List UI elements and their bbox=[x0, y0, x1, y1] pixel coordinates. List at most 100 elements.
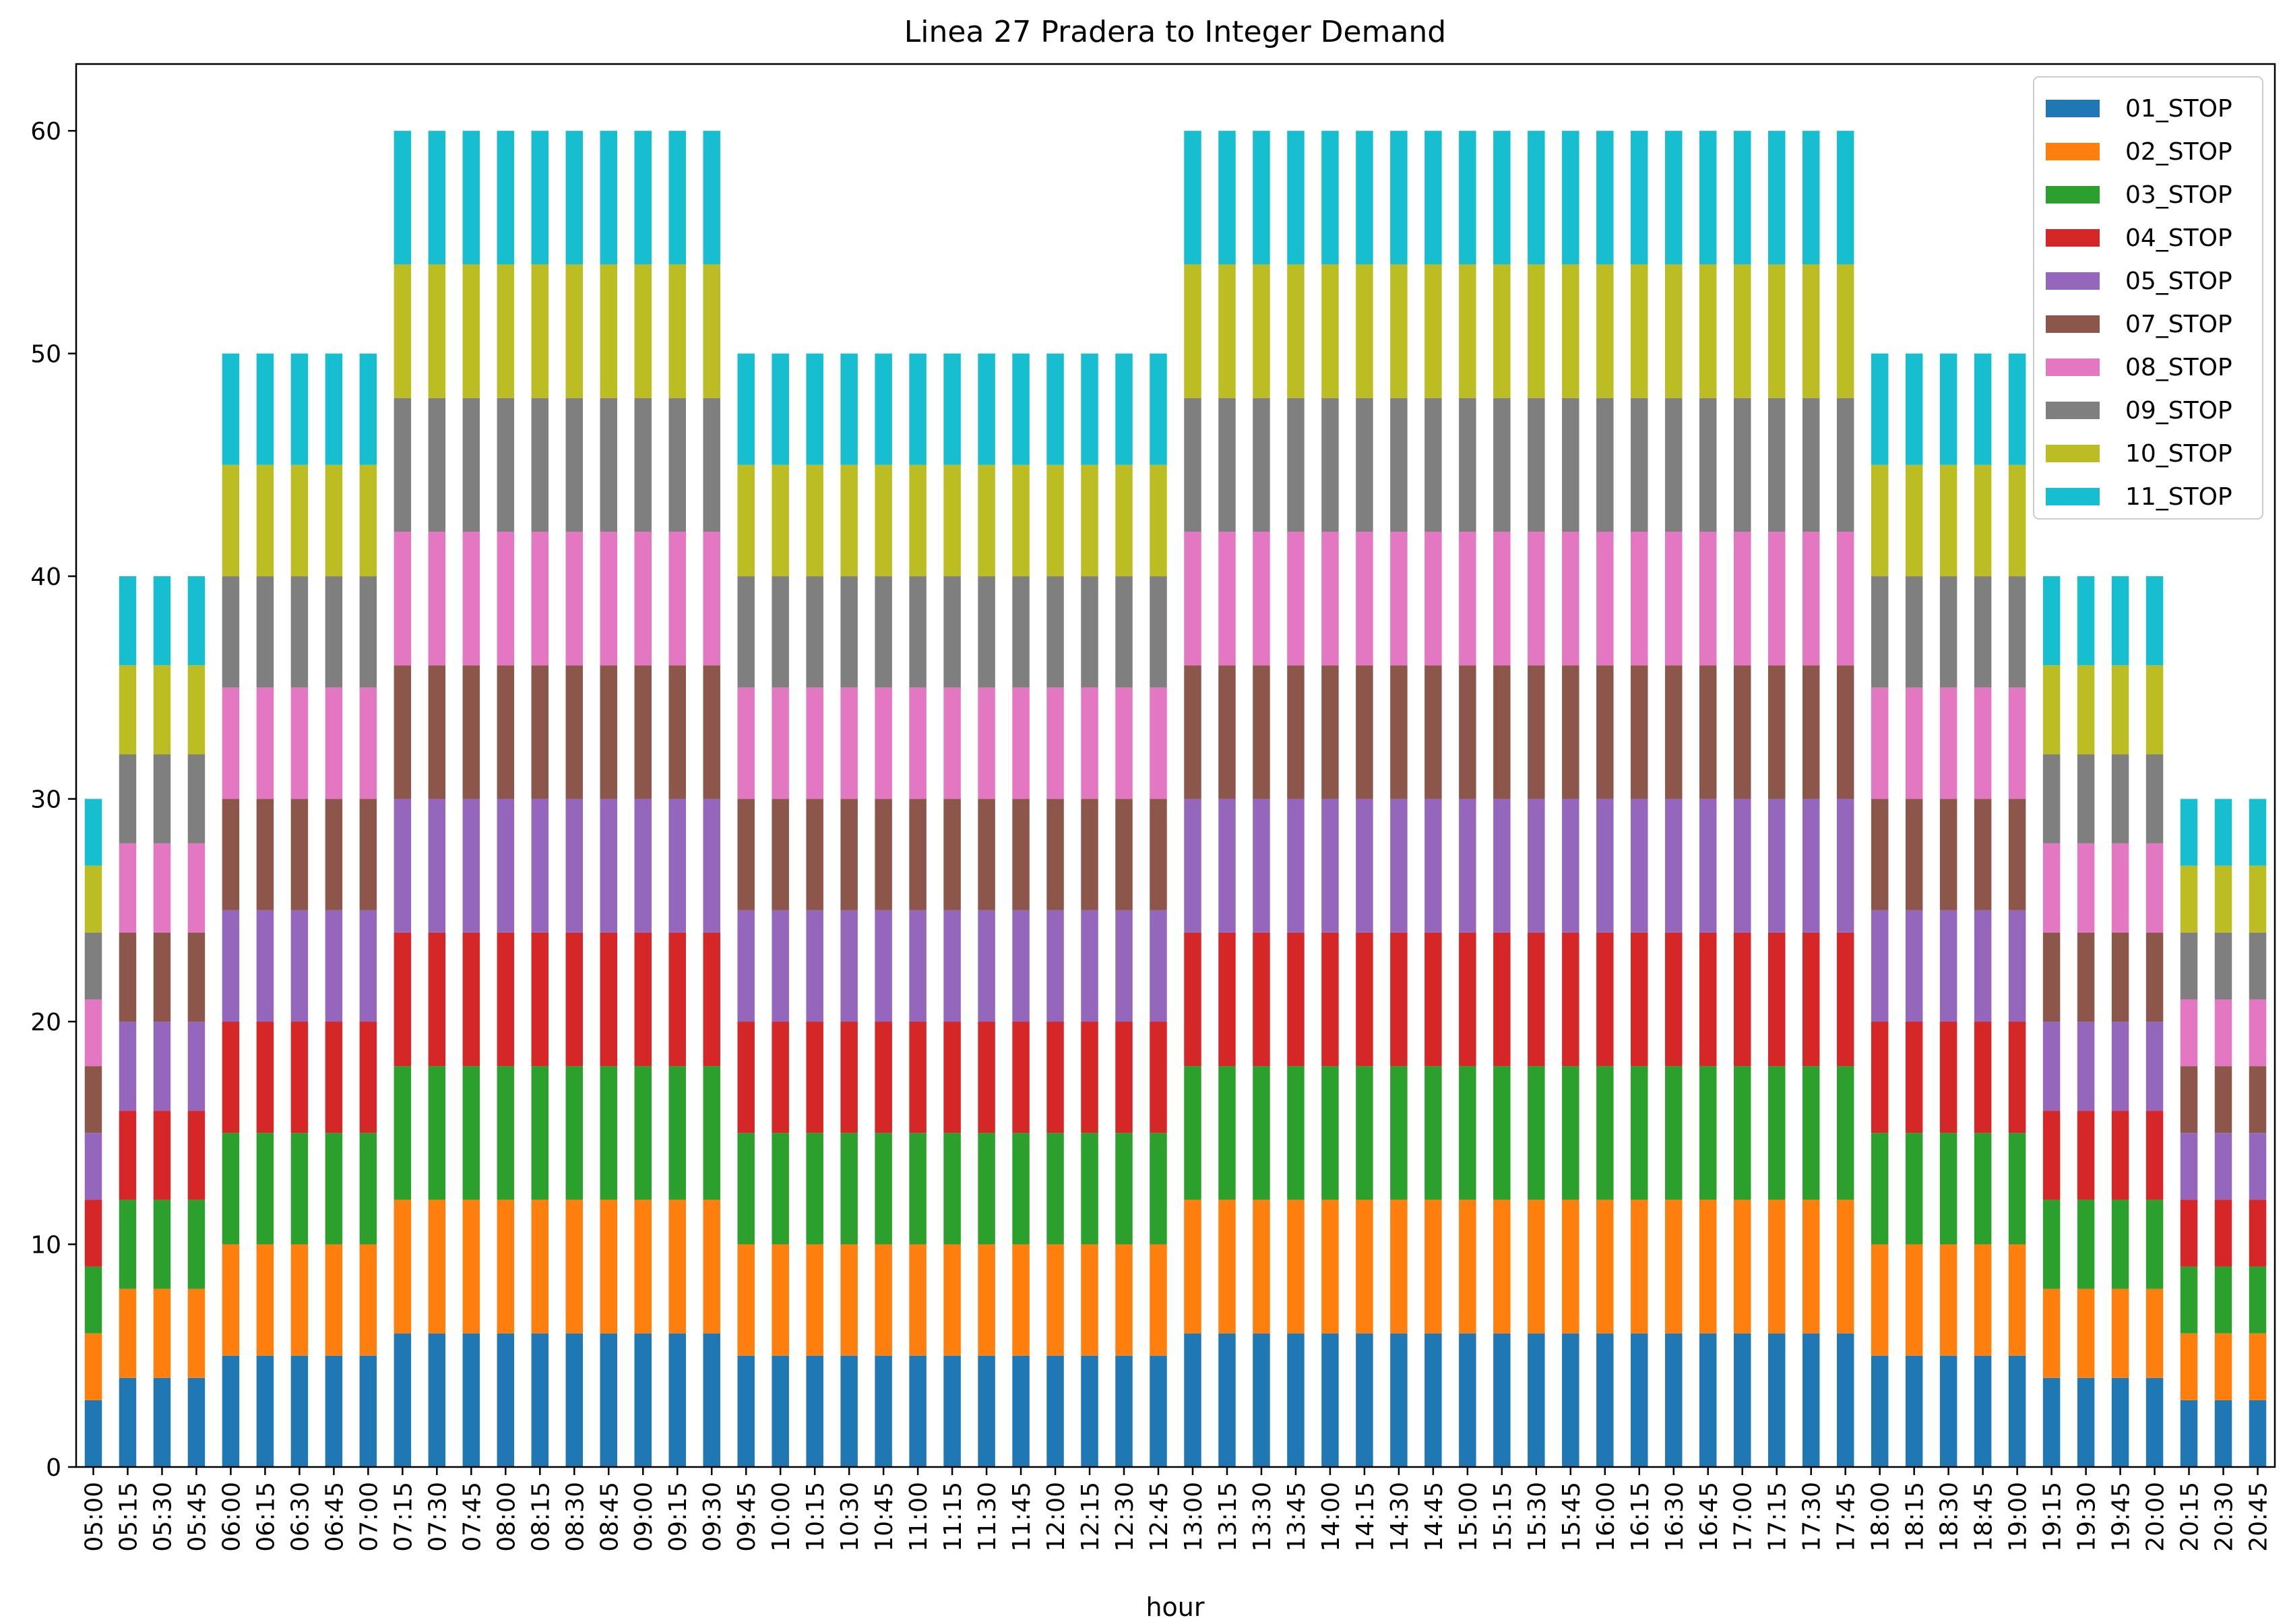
bar-segment-01-stop-0615 bbox=[256, 1355, 274, 1467]
bar-segment-10-stop-0600 bbox=[222, 464, 240, 577]
bar-segment-05-stop-1900 bbox=[2008, 910, 2026, 1022]
bar-segment-03-stop-1030 bbox=[840, 1133, 858, 1245]
x-tick-label: 10:30 bbox=[836, 1482, 864, 1552]
bar-segment-07-stop-1500 bbox=[1459, 665, 1476, 799]
bar-segment-11-stop-2030 bbox=[2214, 799, 2232, 866]
bar-segment-07-stop-2045 bbox=[2249, 1066, 2267, 1133]
bar-segment-04-stop-0515 bbox=[119, 1111, 137, 1200]
bar-segment-07-stop-1530 bbox=[1528, 665, 1545, 799]
bar-segment-03-stop-2000 bbox=[2145, 1199, 2164, 1289]
bar-segment-11-stop-1000 bbox=[772, 353, 789, 465]
bar-segment-02-stop-1215 bbox=[1081, 1244, 1098, 1356]
bar-segment-10-stop-2045 bbox=[2249, 865, 2267, 933]
bar-segment-10-stop-1100 bbox=[909, 464, 927, 577]
bar-segment-05-stop-1145 bbox=[1012, 910, 1030, 1022]
bar-segment-04-stop-1645 bbox=[1699, 932, 1717, 1067]
legend-label: 07_STOP bbox=[2125, 311, 2232, 338]
bar-segment-07-stop-0930 bbox=[703, 665, 720, 799]
bar-segment-05-stop-1315 bbox=[1218, 799, 1236, 933]
bar-segment-02-stop-0515 bbox=[119, 1288, 137, 1378]
bar-segment-08-stop-0945 bbox=[737, 687, 755, 799]
bar-segment-05-stop-2000 bbox=[2145, 1022, 2164, 1111]
bar-segment-08-stop-1415 bbox=[1356, 532, 1373, 666]
bar-segment-01-stop-1100 bbox=[909, 1355, 927, 1467]
bar-segment-04-stop-2000 bbox=[2145, 1111, 2164, 1200]
bar-segment-01-stop-2045 bbox=[2249, 1400, 2267, 1467]
bar-segment-01-stop-1000 bbox=[772, 1355, 789, 1467]
bar-segment-02-stop-1400 bbox=[1321, 1199, 1339, 1334]
x-tick-label: 05:00 bbox=[80, 1482, 108, 1552]
bar-segment-04-stop-1030 bbox=[840, 1022, 858, 1133]
bar-segment-03-stop-0845 bbox=[600, 1066, 617, 1200]
bar-segment-10-stop-1445 bbox=[1424, 264, 1442, 398]
bar-segment-08-stop-1345 bbox=[1287, 532, 1305, 666]
bar-segment-11-stop-1530 bbox=[1528, 131, 1545, 265]
bar-segment-02-stop-0730 bbox=[428, 1199, 446, 1334]
bar-segment-08-stop-1145 bbox=[1012, 687, 1030, 799]
bar-segment-10-stop-1230 bbox=[1115, 464, 1133, 577]
bar-segment-11-stop-0800 bbox=[497, 131, 515, 265]
bar-segment-08-stop-1815 bbox=[1905, 687, 1923, 799]
bar-segment-09-stop-0645 bbox=[325, 576, 343, 688]
bar-segment-05-stop-0530 bbox=[153, 1022, 171, 1111]
bar-segment-05-stop-0515 bbox=[119, 1022, 137, 1111]
bar-segment-03-stop-1945 bbox=[2111, 1199, 2129, 1289]
bar-segment-11-stop-1900 bbox=[2008, 353, 2026, 465]
bar-segment-10-stop-1930 bbox=[2077, 665, 2095, 755]
bar-segment-09-stop-1730 bbox=[1802, 398, 1820, 532]
x-tick-label: 16:30 bbox=[1661, 1482, 1689, 1552]
bar-segment-03-stop-1700 bbox=[1734, 1066, 1751, 1200]
bar-segment-02-stop-0800 bbox=[497, 1199, 515, 1334]
bar-segment-04-stop-0530 bbox=[153, 1111, 171, 1200]
legend-label: 02_STOP bbox=[2125, 138, 2232, 166]
bar-segment-03-stop-1400 bbox=[1321, 1066, 1339, 1200]
bar-segment-09-stop-1630 bbox=[1665, 398, 1683, 532]
bar-segment-09-stop-0630 bbox=[290, 576, 309, 688]
bar-segment-08-stop-0930 bbox=[703, 532, 720, 666]
bar-segment-01-stop-1130 bbox=[978, 1355, 995, 1467]
bar-segment-01-stop-1530 bbox=[1528, 1333, 1545, 1467]
bar-segment-10-stop-0530 bbox=[153, 665, 171, 755]
bar-segment-04-stop-1015 bbox=[806, 1022, 823, 1133]
bar-segment-07-stop-1600 bbox=[1596, 665, 1614, 799]
x-tick-label: 17:45 bbox=[1833, 1482, 1860, 1552]
x-tick-label: 08:15 bbox=[527, 1482, 555, 1552]
bar-segment-07-stop-1030 bbox=[840, 799, 858, 910]
bar-segment-10-stop-1115 bbox=[943, 464, 961, 577]
bar-segment-08-stop-1630 bbox=[1665, 532, 1683, 666]
bar-segment-04-stop-1600 bbox=[1596, 932, 1614, 1067]
bar-segment-05-stop-0600 bbox=[222, 910, 240, 1022]
bar-segment-08-stop-1615 bbox=[1631, 532, 1648, 666]
bar-segment-04-stop-1400 bbox=[1321, 932, 1339, 1067]
bar-segment-10-stop-1530 bbox=[1528, 264, 1545, 398]
bar-segment-02-stop-1615 bbox=[1631, 1199, 1648, 1334]
bar-segment-07-stop-0815 bbox=[531, 665, 549, 799]
x-tick-label: 20:15 bbox=[2176, 1482, 2204, 1552]
bar-segment-11-stop-1115 bbox=[943, 353, 961, 465]
y-tick-label: 0 bbox=[46, 1454, 61, 1482]
bar-segment-11-stop-1615 bbox=[1631, 131, 1648, 265]
bar-segment-07-stop-1015 bbox=[806, 799, 823, 910]
bar-segment-08-stop-0645 bbox=[325, 687, 343, 799]
bar-segment-02-stop-0530 bbox=[153, 1288, 171, 1378]
bar-segment-01-stop-1745 bbox=[1836, 1333, 1854, 1467]
x-tick-label: 20:00 bbox=[2142, 1482, 2170, 1552]
bar-segment-07-stop-1945 bbox=[2111, 932, 2129, 1022]
bar-segment-08-stop-1930 bbox=[2077, 843, 2095, 933]
bar-segment-01-stop-1345 bbox=[1287, 1333, 1305, 1467]
bar-segment-08-stop-0745 bbox=[462, 532, 480, 666]
bar-segment-01-stop-1200 bbox=[1046, 1355, 1064, 1467]
bar-segment-07-stop-0530 bbox=[153, 932, 171, 1022]
bar-segment-07-stop-0830 bbox=[565, 665, 584, 799]
bar-segment-11-stop-0700 bbox=[359, 353, 377, 465]
bar-segment-01-stop-0845 bbox=[600, 1333, 617, 1467]
bar-segment-10-stop-2015 bbox=[2180, 865, 2198, 933]
bar-segment-05-stop-0915 bbox=[668, 799, 686, 933]
bar-segment-08-stop-1315 bbox=[1218, 532, 1236, 666]
bar-segment-09-stop-1945 bbox=[2111, 754, 2129, 844]
bar-segment-03-stop-1645 bbox=[1699, 1066, 1717, 1200]
x-tick-label: 07:00 bbox=[355, 1482, 383, 1552]
bar-segment-03-stop-1815 bbox=[1905, 1133, 1923, 1245]
bar-segment-07-stop-2015 bbox=[2180, 1066, 2198, 1133]
bar-segment-08-stop-1115 bbox=[943, 687, 961, 799]
